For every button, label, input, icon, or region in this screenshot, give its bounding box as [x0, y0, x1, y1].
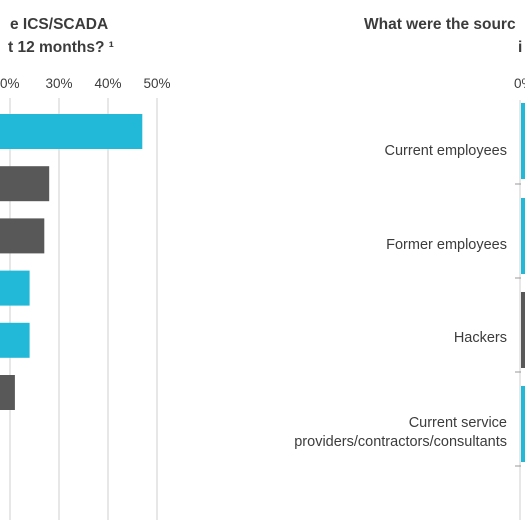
left-chart-title-line: e ICS/SCADA: [10, 16, 108, 33]
right-chart-bar: [521, 292, 525, 368]
right-chart-bar: [521, 103, 525, 179]
left-chart-bar: [0, 114, 143, 149]
left-chart-title-line: t 12 months? ¹: [8, 39, 114, 56]
right-chart-title-line: i: [518, 39, 522, 56]
right-chart-bar: [521, 386, 525, 462]
right-chart-bar: [521, 198, 525, 274]
right-chart-category-label: Current employees: [385, 143, 508, 159]
right-chart-category-label: providers/contractors/consultants: [294, 434, 507, 450]
right-chart-category-labels: Current employees Former employees Hackers…: [294, 143, 507, 450]
left-chart-tick-label: 30%: [45, 76, 72, 91]
left-chart-tick-label: 20%: [0, 76, 20, 91]
right-chart-tick-label: 0%: [514, 76, 525, 91]
left-chart-bars: [0, 114, 143, 410]
right-chart-tick-labels: 0%: [514, 76, 525, 91]
left-chart-bar: [0, 270, 30, 306]
left-chart-tick-label: 50%: [143, 76, 170, 91]
left-chart-bar: [0, 375, 15, 410]
left-chart-bar: [0, 218, 45, 254]
right-chart-category-label: Hackers: [454, 330, 507, 346]
left-chart-bar: [0, 322, 30, 358]
left-chart-title: e ICS/SCADA t 12 months? ¹: [8, 16, 114, 56]
left-chart-bar: [0, 166, 50, 202]
left-chart-tick-label: 40%: [94, 76, 121, 91]
right-chart-bars: [521, 103, 525, 462]
right-chart-title-line: What were the sourc: [364, 16, 516, 33]
right-chart-category-label: Current service: [409, 415, 507, 431]
left-chart-tick-labels: 20% 30% 40% 50%: [0, 76, 171, 91]
right-chart-gridlines: [515, 100, 521, 520]
right-chart-category-label: Former employees: [386, 237, 507, 253]
